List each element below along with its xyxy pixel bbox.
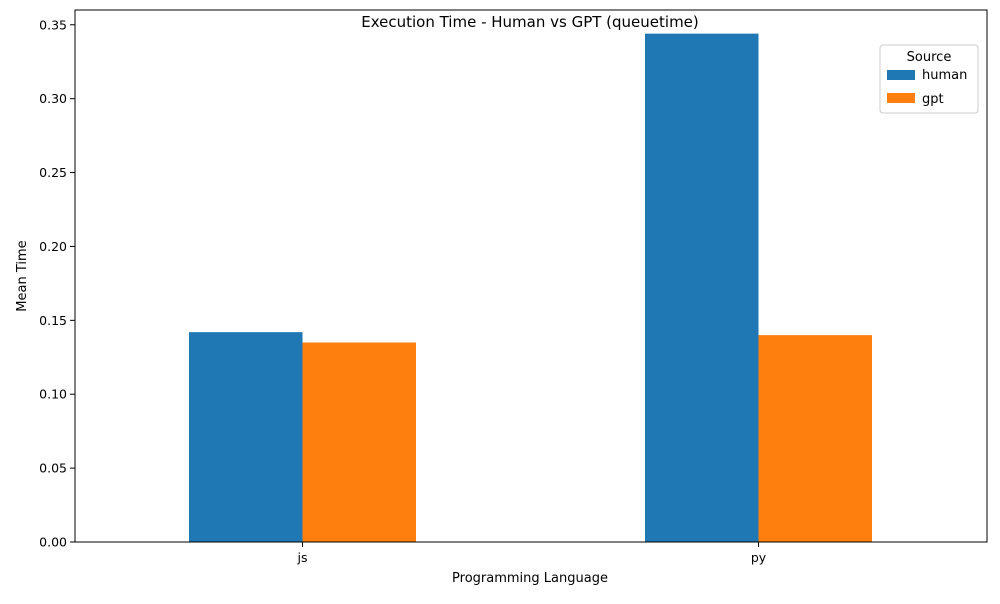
y-tick-label: 0.30: [39, 91, 67, 106]
x-tick-label-py: py: [751, 550, 767, 565]
y-tick-label: 0.00: [39, 535, 67, 550]
bar-gpt-py: [758, 335, 872, 542]
chart-title: Execution Time - Human vs GPT (queuetime…: [361, 13, 699, 31]
y-axis-ticks: 0.00 0.05 0.10 0.15 0.20 0.25 0.30 0.35: [39, 17, 75, 550]
bars-group: [189, 33, 872, 543]
bar-human-py: [645, 33, 759, 543]
y-axis-label: Mean Time: [15, 240, 30, 311]
legend-swatch-human: [887, 70, 915, 80]
legend-swatch-gpt: [887, 93, 915, 103]
x-axis-ticks: js py: [297, 542, 767, 565]
y-tick-label: 0.05: [39, 461, 67, 476]
legend-label-gpt: gpt: [922, 92, 944, 107]
legend: Source human gpt: [879, 44, 979, 114]
y-tick-label: 0.15: [39, 313, 67, 328]
y-tick-label: 0.20: [39, 239, 67, 254]
legend-title: Source: [907, 50, 952, 65]
plot-frame: [74, 9, 988, 543]
bar-human-js: [189, 332, 303, 542]
x-tick-label-js: js: [297, 550, 308, 565]
legend-label-human: human: [922, 68, 967, 83]
y-tick-label: 0.25: [39, 165, 67, 180]
y-tick-label: 0.35: [39, 17, 67, 32]
y-tick-label: 0.10: [39, 387, 67, 402]
bar-gpt-js: [302, 342, 416, 542]
x-axis-label: Programming Language: [452, 571, 608, 586]
